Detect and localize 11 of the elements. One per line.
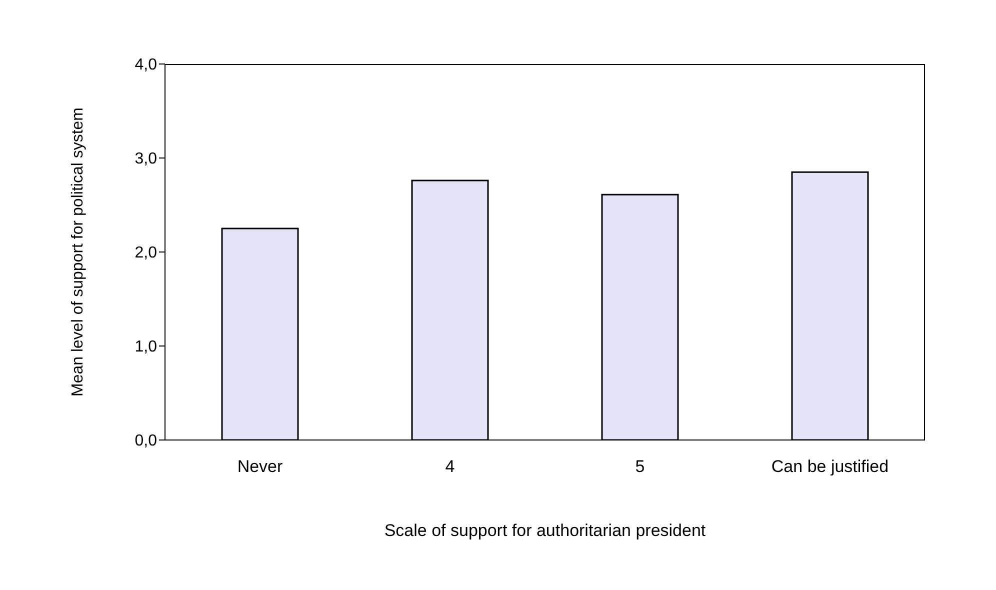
x-tick-label: Can be justified bbox=[771, 457, 889, 476]
y-tick-label: 1,0 bbox=[134, 338, 158, 356]
x-tick-label: 4 bbox=[445, 457, 455, 476]
x-tick-label: Never bbox=[237, 457, 284, 476]
y-tick-label: 4,0 bbox=[134, 56, 158, 74]
y-tick-label: 3,0 bbox=[134, 150, 158, 168]
y-axis-title: Mean level of support for political system bbox=[70, 107, 87, 397]
y-tick-label: 2,0 bbox=[134, 244, 158, 262]
x-tick-label: 5 bbox=[635, 457, 645, 476]
y-tick-label: 0,0 bbox=[134, 432, 158, 450]
x-axis-title: Scale of support for authoritarian president bbox=[384, 521, 706, 540]
